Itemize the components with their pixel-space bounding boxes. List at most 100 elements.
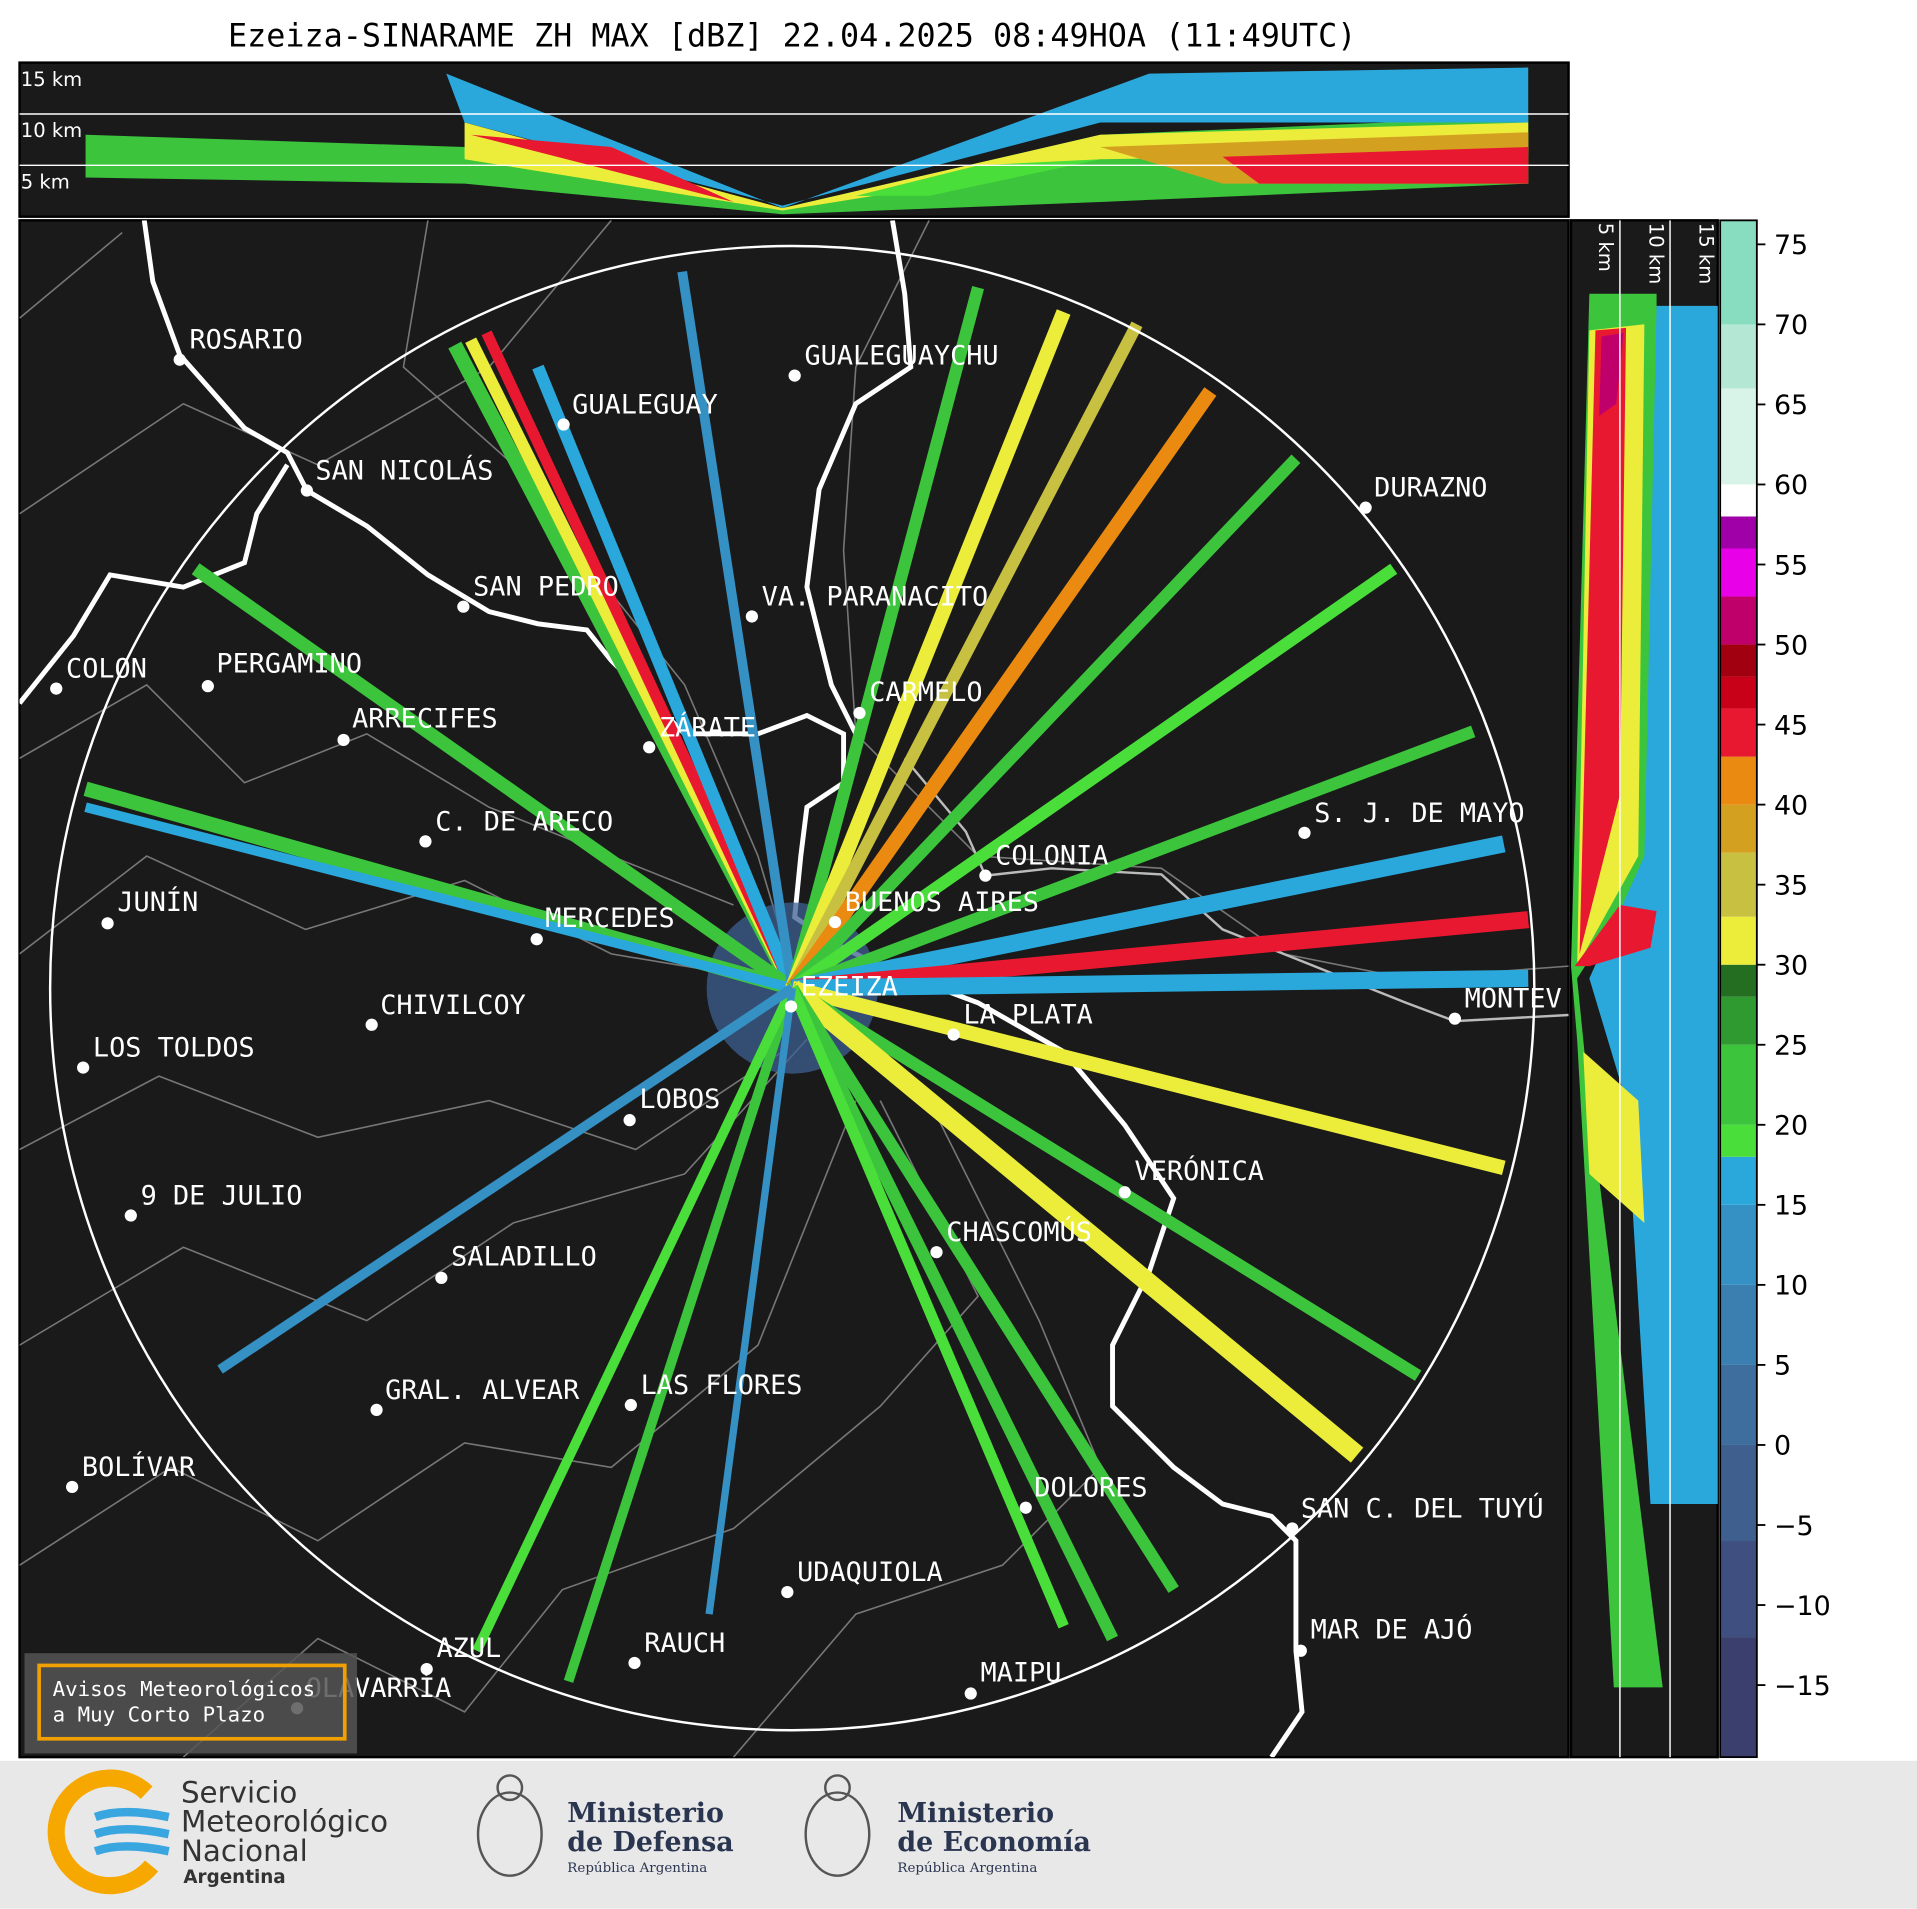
- tick-label: 75: [1774, 230, 1808, 261]
- city-label: LA PLATA: [963, 1000, 1092, 1031]
- notice-text: a Muy Corto Plazo: [53, 1703, 266, 1727]
- city-label: DOLORES: [1034, 1473, 1147, 1504]
- city-label: MONTEV: [1465, 984, 1562, 1015]
- range-ring: [48, 244, 1536, 1732]
- city-label: VA. PARANACITO: [762, 581, 989, 612]
- color-band: [1720, 220, 1757, 325]
- city-label: GUALEGUAY: [572, 390, 718, 421]
- logo-text: Servicio: [181, 1775, 297, 1809]
- city-label: BUENOS AIRES: [845, 887, 1039, 918]
- color-band: [1720, 1444, 1757, 1542]
- color-band: [1720, 1284, 1757, 1365]
- tick-label: 65: [1774, 390, 1808, 421]
- city-label: PERGAMINO: [216, 649, 362, 680]
- color-band: [1720, 388, 1757, 485]
- city-label: UDAQUIOLA: [797, 1557, 943, 1588]
- city-label: EZEIZA: [801, 971, 898, 1002]
- tick-label: 55: [1774, 550, 1808, 581]
- tick-label: 30: [1774, 951, 1808, 982]
- tick-label: 40: [1774, 790, 1808, 821]
- city-label: RAUCH: [644, 1628, 725, 1659]
- city-label: VERÓNICA: [1135, 1155, 1264, 1187]
- city-label: SAN NICOLÁS: [315, 455, 493, 487]
- title: Ezeiza-SINARAME ZH MAX [dBZ] 22.04.2025 …: [228, 19, 1356, 55]
- city-label: CHASCOMÚS: [946, 1216, 1092, 1248]
- color-band: [1720, 1124, 1757, 1157]
- coat-of-arms: [476, 1774, 871, 1877]
- notice-text: Avisos Meteorológicos: [53, 1677, 316, 1701]
- coastline: [19, 220, 1305, 1758]
- tick-label: −15: [1774, 1671, 1831, 1702]
- city-label: COLONIA: [995, 841, 1108, 872]
- height-label: 5 km: [1594, 223, 1617, 272]
- logo-text: República Argentina: [567, 1861, 707, 1876]
- logo-text: República Argentina: [897, 1861, 1037, 1876]
- city-label: ARRECIFES: [352, 704, 498, 735]
- city-label: S. J. DE MAYO: [1314, 798, 1524, 829]
- logo-text: de Defensa: [567, 1827, 733, 1858]
- city-label: LOS TOLDOS: [93, 1033, 255, 1064]
- tick-label: 70: [1774, 310, 1808, 341]
- height-label: 15 km: [1694, 223, 1717, 284]
- city-label: MERCEDES: [545, 903, 674, 934]
- logo-text: Argentina: [183, 1867, 285, 1888]
- color-band: [1720, 804, 1757, 853]
- city-label: SAN PEDRO: [473, 572, 619, 603]
- city-label: ROSARIO: [189, 325, 302, 356]
- notice-box[interactable]: [37, 1663, 347, 1741]
- logo-text: Nacional: [181, 1834, 308, 1868]
- color-band: [1720, 516, 1757, 549]
- side-echo: [1571, 293, 1718, 1688]
- city-label: AZUL: [436, 1633, 501, 1664]
- logo-text: Ministerio: [897, 1798, 1054, 1829]
- height-label: 10 km: [21, 119, 82, 142]
- tick-label: 20: [1774, 1111, 1808, 1142]
- tick-label: 15: [1774, 1191, 1808, 1222]
- logo-text: Meteorológico: [181, 1805, 388, 1839]
- color-band: [1720, 484, 1757, 517]
- tick-label: −10: [1774, 1591, 1831, 1622]
- height-label: 15 km: [21, 68, 82, 91]
- city-label: CHIVILCOY: [380, 990, 526, 1021]
- tick-label: 35: [1774, 870, 1808, 901]
- color-band: [1720, 1044, 1757, 1125]
- city-label: 9 DE JULIO: [141, 1181, 303, 1212]
- city-label: SAN C. DEL TUYÚ: [1301, 1492, 1544, 1524]
- city-label: BOLÍVAR: [82, 1451, 196, 1483]
- color-band: [1720, 644, 1757, 677]
- color-band: [1720, 1541, 1757, 1638]
- tick-label: 25: [1774, 1031, 1808, 1062]
- tick-label: 50: [1774, 630, 1808, 661]
- city-label: C. DE ARECO: [435, 806, 613, 837]
- color-band: [1720, 916, 1757, 965]
- logo-text: de Economía: [897, 1827, 1091, 1858]
- city-label: MAR DE AJÓ: [1311, 1614, 1473, 1646]
- city-label: GRAL. ALVEAR: [385, 1375, 580, 1406]
- color-band: [1720, 1204, 1757, 1285]
- city-label: LAS FLORES: [641, 1370, 803, 1401]
- smn-logo: [47, 1769, 170, 1895]
- color-band: [1720, 1637, 1757, 1758]
- colorbar: −15 −10 −5 0 5 10 15 20 25 30 35 40 45 50 55 60 65 70 75: [1719, 219, 1831, 1759]
- color-band: [1720, 964, 1757, 997]
- height-label: 5 km: [21, 171, 70, 194]
- color-band: [1720, 548, 1757, 597]
- tick-label: 0: [1774, 1431, 1791, 1462]
- footer: [0, 1760, 1917, 1909]
- tick-label: 45: [1774, 710, 1808, 741]
- tick-label: −5: [1774, 1511, 1814, 1542]
- tick-label: 5: [1774, 1351, 1791, 1382]
- city-label: ZÁRATE: [659, 711, 756, 743]
- color-band: [1720, 996, 1757, 1045]
- colorbar-frame: [1719, 219, 1758, 1759]
- city-label: SALADILLO: [451, 1242, 597, 1273]
- city-label: DURAZNO: [1374, 473, 1487, 504]
- color-band: [1720, 852, 1757, 917]
- notice-backdrop: [24, 1653, 357, 1754]
- color-band: [1720, 676, 1757, 709]
- echo-rays: [83, 270, 1530, 1683]
- height-label: 10 km: [1644, 223, 1667, 284]
- top-echo: [85, 67, 1529, 215]
- color-band: [1720, 596, 1757, 645]
